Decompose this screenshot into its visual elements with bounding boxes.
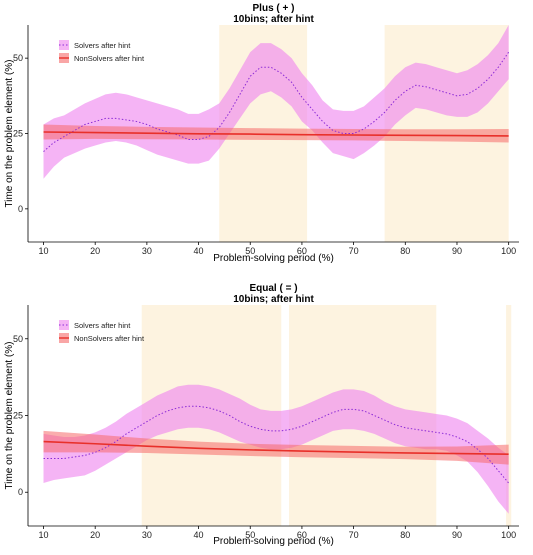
- legend-label: Solvers after hint: [74, 41, 131, 50]
- series-line-nonsolvers: [43, 440, 509, 455]
- y-tick-label: 50: [13, 53, 23, 63]
- y-axis-label: Time on the problem element (%): [4, 341, 15, 489]
- legend: Solvers after hint NonSolvers after hint: [59, 320, 145, 343]
- series-line-nonsolvers: [43, 131, 509, 137]
- x-tick-label: 40: [194, 530, 204, 540]
- x-tick-label: 10: [38, 530, 48, 540]
- chart-title: Equal ( = ): [249, 283, 297, 294]
- x-tick-label: 20: [90, 530, 100, 540]
- legend: Solvers after hint NonSolvers after hint: [59, 40, 145, 63]
- series-line-solvers: [43, 405, 510, 484]
- chart-subtitle: 10bins; after hint: [233, 294, 314, 305]
- x-tick-label: 60: [297, 246, 307, 256]
- x-tick-label: 80: [400, 530, 410, 540]
- chart-panel-2: 10 20 30 40 50 60 70 80 90 100 0 25 50 Equal ( = )10b…: [4, 283, 519, 547]
- x-tick-label: 80: [400, 246, 410, 256]
- x-tick-label: 50: [245, 246, 255, 256]
- x-axis-label: Problem-solving period (%): [213, 253, 334, 264]
- legend-label: NonSolvers after hint: [74, 54, 145, 63]
- y-axis-label: Time on the problem element (%): [4, 59, 15, 207]
- x-tick-label: 70: [349, 530, 359, 540]
- x-tick-label: 30: [142, 530, 152, 540]
- highlight-region: [506, 305, 512, 526]
- chart-title: Plus ( + ): [253, 3, 295, 14]
- series-band-solvers: [43, 384, 509, 514]
- x-tick-label: 60: [297, 530, 307, 540]
- chart-panel-1: 10 20 30 40 50 60 70 80 90 100 0 25 50 Plus ( + )10bi…: [4, 3, 519, 264]
- x-tick-label: 10: [38, 246, 48, 256]
- series-band-nonsolvers: [43, 430, 509, 465]
- y-tick-label: 0: [18, 204, 23, 214]
- series-band-solvers: [43, 25, 509, 179]
- y-tick-label: 25: [13, 411, 23, 421]
- x-tick-label: 50: [245, 530, 255, 540]
- y-tick-label: 25: [13, 129, 23, 139]
- x-tick-label: 90: [452, 530, 462, 540]
- legend-label: NonSolvers after hint: [74, 334, 145, 343]
- x-tick-label: 100: [501, 246, 516, 256]
- x-tick-label: 40: [194, 246, 204, 256]
- series-band-nonsolvers: [43, 124, 509, 143]
- x-tick-label: 70: [349, 246, 359, 256]
- x-axis-label: Problem-solving period (%): [213, 536, 334, 547]
- y-tick-label: 0: [18, 487, 23, 497]
- x-tick-label: 90: [452, 246, 462, 256]
- chart-subtitle: 10bins; after hint: [233, 14, 314, 25]
- x-tick-label: 100: [501, 530, 516, 540]
- legend-label: Solvers after hint: [74, 321, 131, 330]
- x-tick-label: 30: [142, 246, 152, 256]
- x-tick-label: 20: [90, 246, 100, 256]
- y-tick-label: 50: [13, 334, 23, 344]
